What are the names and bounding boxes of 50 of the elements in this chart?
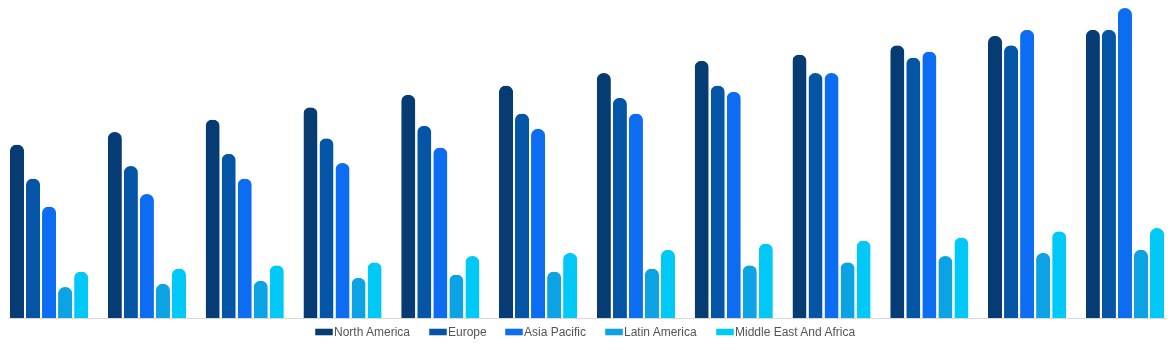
bar [25,178,41,318]
legend-label: Middle East And Africa [735,325,856,339]
bar [515,113,530,318]
legend-label: Asia Pacific [524,325,587,339]
bar [417,125,432,318]
legend-label: Europe [448,325,488,339]
bar [792,54,807,318]
bar [335,163,350,318]
bar [42,206,57,318]
bar [612,97,627,318]
bar [433,147,448,318]
bar [303,107,318,318]
legend-label: Latin America [624,325,698,339]
bar [660,249,676,318]
bar [596,73,611,318]
bar [1149,228,1165,318]
bar [9,144,25,318]
bar [1020,29,1035,318]
legend-label: North America [334,325,411,339]
bar [1133,249,1149,318]
bar [563,252,578,318]
bar [1052,231,1067,318]
bar [498,85,514,318]
bar [906,57,921,318]
bar [1101,29,1116,318]
bar [824,73,839,318]
bar [221,153,236,318]
bar [1004,45,1019,318]
bar [401,94,416,318]
bar [531,128,546,318]
bar [726,91,741,318]
bar [922,51,937,318]
bar [988,35,1003,318]
bar [205,119,220,318]
bar [171,268,186,318]
bar [694,60,709,318]
bar [1117,8,1132,318]
bar [1085,29,1100,318]
bar [890,45,905,318]
bar [758,243,773,318]
bar [319,138,334,318]
bar [808,73,823,318]
bar [628,113,643,318]
bar [856,240,871,318]
bar [107,132,122,318]
bar [954,237,969,318]
bar [710,85,725,318]
bar [139,194,154,318]
bar [123,166,138,318]
bar [237,178,252,318]
